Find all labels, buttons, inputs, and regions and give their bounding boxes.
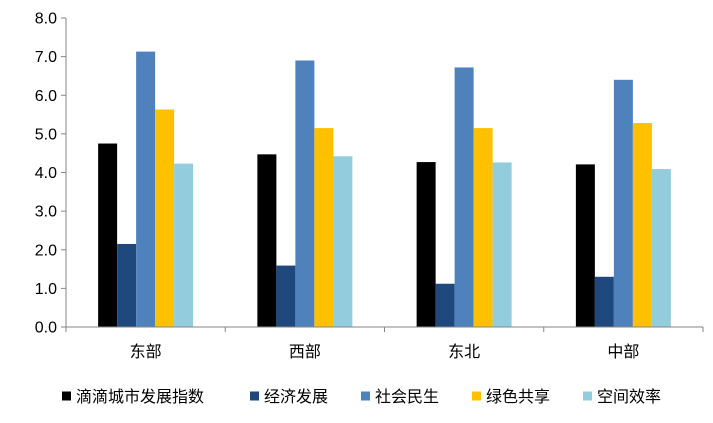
bar [416, 162, 436, 327]
y-tick-label: 7.0 [35, 49, 57, 66]
x-axis: 东部 西部 东北 中部 [65, 326, 704, 361]
y-tick-label: 0.0 [35, 320, 57, 337]
legend: 滴滴城市发展指数 经济发展 社会民生 绿色共享 空间效率 [62, 387, 661, 406]
y-tick-label: 3.0 [35, 204, 57, 221]
y-tick-label: 6.0 [35, 88, 57, 105]
bar [473, 128, 493, 327]
y-axis: 0.0 1.0 2.0 3.0 4.0 5.0 6.0 7.0 8.0 [35, 11, 67, 337]
legend-swatch [583, 391, 592, 401]
bar [155, 109, 175, 327]
x-category-label: 东部 [130, 342, 162, 361]
legend-label: 空间效率 [597, 387, 661, 406]
x-category-label: 中部 [607, 342, 639, 361]
bar [613, 79, 633, 327]
y-tick-label: 4.0 [35, 165, 57, 182]
bar [594, 276, 614, 327]
bar [575, 164, 595, 327]
y-tick-label: 1.0 [35, 281, 57, 298]
legend-swatch [250, 391, 259, 401]
bar [276, 265, 296, 327]
bar [136, 51, 156, 327]
y-tick-label: 2.0 [35, 242, 57, 259]
y-tick-label: 5.0 [35, 126, 57, 143]
x-category-label: 东北 [448, 342, 480, 361]
legend-label: 经济发展 [264, 387, 328, 406]
legend-label: 社会民生 [375, 387, 439, 406]
bar [117, 243, 137, 327]
bar [333, 156, 353, 327]
bar [435, 283, 455, 327]
y-tick-label: 8.0 [35, 11, 57, 28]
bar [492, 162, 512, 327]
legend-label: 绿色共享 [486, 387, 550, 406]
bar [632, 123, 652, 327]
bar [651, 169, 671, 327]
x-category-label: 西部 [289, 342, 321, 361]
bar [454, 67, 474, 327]
legend-swatch [361, 391, 370, 401]
legend-label: 滴滴城市发展指数 [76, 387, 204, 406]
legend-swatch [472, 391, 481, 401]
bar [314, 128, 334, 327]
bars [98, 51, 671, 328]
bar [257, 154, 277, 327]
legend-swatch [62, 391, 71, 401]
bar [98, 143, 118, 327]
bar [174, 163, 194, 327]
bar [295, 60, 315, 328]
